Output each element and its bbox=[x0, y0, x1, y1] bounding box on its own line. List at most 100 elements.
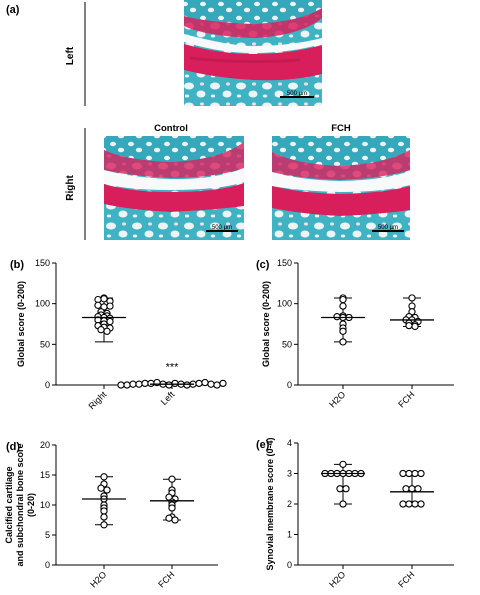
panel-c-chart: (c) 0 50 100 150 Global score (0-200) H2O FCH bbox=[256, 258, 454, 410]
data-point bbox=[165, 514, 173, 522]
series-left bbox=[117, 378, 227, 389]
data-point bbox=[399, 500, 407, 508]
x-tick-label: FCH bbox=[156, 569, 176, 589]
series-h2o bbox=[321, 294, 365, 346]
data-point bbox=[129, 380, 137, 388]
data-point bbox=[97, 484, 105, 492]
data-point bbox=[171, 379, 179, 388]
data-point bbox=[147, 379, 155, 388]
y-axis-label: Synovial membrane score (0-4) bbox=[265, 437, 275, 570]
y-tick-label: 20 bbox=[40, 440, 50, 450]
y-tick-label: 150 bbox=[277, 258, 292, 268]
x-tick-label: H2O bbox=[327, 389, 347, 409]
x-tick-label: Right bbox=[86, 389, 108, 411]
y-tick-label: 0 bbox=[287, 380, 292, 390]
y-tick-label: 0 bbox=[45, 380, 50, 390]
data-point bbox=[213, 381, 221, 389]
data-point bbox=[417, 469, 425, 478]
x-tick-label: H2O bbox=[327, 569, 347, 589]
data-point bbox=[207, 380, 215, 388]
panel-label: (d) bbox=[6, 441, 20, 453]
data-point bbox=[339, 302, 347, 310]
panel-d-chart: (d) 0 5 10 15 20 Calcified cartilage and subcho… bbox=[4, 440, 218, 590]
data-point bbox=[141, 379, 149, 388]
data-point bbox=[103, 327, 111, 335]
data-point bbox=[171, 516, 179, 524]
data-point bbox=[183, 381, 191, 389]
data-point bbox=[414, 485, 422, 493]
panel-a: (a) Left Right Control FCH 500 μm bbox=[6, 0, 410, 240]
data-point bbox=[100, 513, 108, 521]
data-point bbox=[100, 295, 108, 303]
y-tick-label: 0 bbox=[287, 560, 292, 570]
data-point bbox=[408, 485, 416, 493]
data-point bbox=[97, 326, 105, 334]
histology-image-fch: 500 μm bbox=[272, 136, 410, 240]
data-point bbox=[100, 507, 108, 515]
y-tick-label: 1 bbox=[287, 530, 292, 540]
data-point bbox=[100, 473, 108, 481]
panel-label: (b) bbox=[10, 259, 24, 271]
data-point bbox=[411, 322, 419, 331]
data-point bbox=[405, 500, 413, 508]
data-point bbox=[165, 381, 173, 389]
panel-b-chart: (b) 0 50 100 150 Global score (0-200) Right Lef… bbox=[10, 258, 227, 411]
data-point bbox=[408, 294, 416, 302]
panel-e-chart: (e) 0 1 2 3 4 Synovial membrane score (0-4) H2O… bbox=[256, 437, 454, 590]
data-point bbox=[399, 469, 407, 478]
data-point bbox=[417, 500, 425, 508]
y-tick-label: 5 bbox=[45, 530, 50, 540]
x-tick-label: FCH bbox=[396, 389, 416, 409]
data-point bbox=[168, 504, 176, 512]
data-point bbox=[411, 469, 419, 478]
row-label-right: Right bbox=[65, 175, 76, 201]
col-label-control: Control bbox=[154, 123, 188, 134]
y-tick-label: 100 bbox=[277, 299, 292, 309]
series-h2o bbox=[321, 460, 365, 508]
data-point bbox=[195, 379, 203, 388]
data-point bbox=[411, 500, 419, 508]
y-axis-label: and subchondral bone score bbox=[15, 443, 25, 566]
scale-bar-label-control: 500 μm bbox=[212, 225, 232, 231]
data-point bbox=[135, 380, 143, 388]
y-axis-label: (0-20) bbox=[26, 493, 36, 517]
data-point bbox=[94, 301, 102, 309]
panel-label: (c) bbox=[256, 259, 270, 271]
y-tick-label: 2 bbox=[287, 499, 292, 509]
data-point bbox=[106, 302, 114, 310]
col-label-fch: FCH bbox=[331, 123, 351, 134]
y-tick-label: 150 bbox=[35, 258, 50, 268]
data-point bbox=[405, 469, 413, 478]
data-point bbox=[168, 475, 176, 483]
data-point bbox=[339, 500, 347, 508]
series-right bbox=[82, 294, 126, 343]
series-h2o bbox=[82, 473, 126, 529]
data-point bbox=[342, 485, 350, 493]
data-point bbox=[339, 327, 347, 335]
y-axis-label: Global score (0-200) bbox=[261, 281, 271, 367]
y-axis-label: Global score (0-200) bbox=[16, 281, 26, 367]
data-point bbox=[333, 313, 341, 321]
y-tick-label: 0 bbox=[45, 560, 50, 570]
data-point bbox=[219, 379, 227, 388]
scale-bar-label-fch: 500 μm bbox=[378, 225, 398, 231]
series-fch bbox=[390, 294, 434, 331]
row-label-left: Left bbox=[65, 46, 76, 65]
data-point bbox=[106, 317, 114, 326]
data-point bbox=[339, 460, 347, 468]
data-point bbox=[123, 381, 131, 389]
scale-bar-label-left: 500 μm bbox=[287, 91, 307, 97]
data-point bbox=[103, 486, 111, 494]
significance-annotation: *** bbox=[166, 361, 180, 373]
panel-label: (e) bbox=[256, 439, 270, 451]
y-tick-label: 10 bbox=[40, 500, 50, 510]
data-point bbox=[201, 378, 209, 387]
y-tick-label: 4 bbox=[287, 438, 292, 448]
x-tick-label: FCH bbox=[396, 569, 416, 589]
data-point bbox=[117, 381, 125, 389]
data-point bbox=[100, 521, 108, 529]
panel-a-label: (a) bbox=[6, 4, 20, 16]
x-tick-label: Left bbox=[159, 389, 177, 407]
x-tick-label: H2O bbox=[88, 569, 108, 589]
